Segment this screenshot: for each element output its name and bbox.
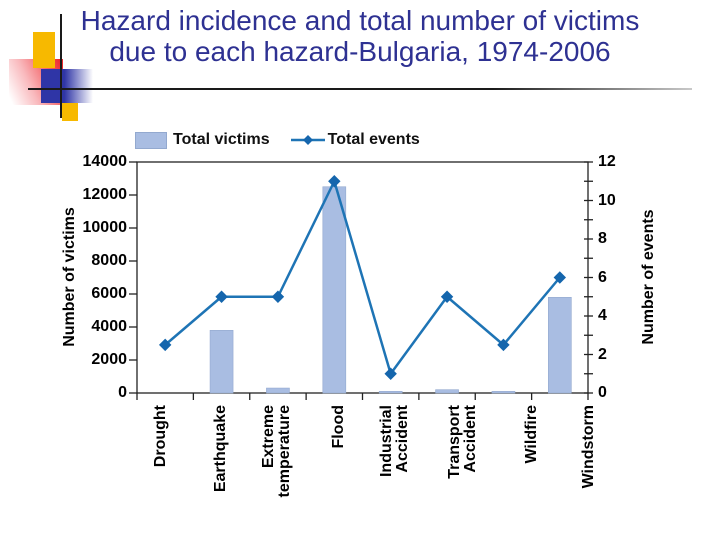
bar-transport bbox=[435, 389, 459, 394]
left-axis-tick-label: 2000 bbox=[91, 351, 127, 368]
left-axis-tick-label: 6000 bbox=[91, 285, 127, 302]
left-axis-tick-label: 4000 bbox=[91, 318, 127, 335]
decor-yellow-rect-bottom bbox=[62, 103, 78, 121]
left-axis-tick-label: 10000 bbox=[82, 219, 128, 236]
events-marker bbox=[328, 175, 341, 188]
right-axis-title: Number of events bbox=[640, 209, 657, 345]
bar-industrial bbox=[378, 391, 403, 394]
right-axis-tick-label: 4 bbox=[598, 307, 607, 324]
chart-legend: Total victims Total events bbox=[135, 130, 420, 150]
events-marker bbox=[553, 271, 567, 284]
bar-flood bbox=[322, 186, 347, 394]
events-marker bbox=[271, 290, 285, 303]
events-line bbox=[164, 180, 561, 375]
category-label: Earthquake bbox=[212, 405, 229, 493]
right-axis-tick-label: 0 bbox=[598, 384, 607, 401]
bar-windstorm bbox=[548, 296, 572, 394]
events-marker bbox=[497, 338, 510, 352]
events-marker bbox=[215, 290, 228, 303]
right-axis-tick-label: 2 bbox=[598, 345, 607, 363]
category-label: Industrial Accident bbox=[378, 405, 411, 478]
left-axis-tick-label: 8000 bbox=[91, 252, 127, 269]
category-label: Flood bbox=[330, 405, 347, 449]
category-label: Drought bbox=[152, 405, 169, 468]
events-marker bbox=[158, 338, 172, 352]
slide-title-line2: due to each hazard-Bulgaria, 1974-2006 bbox=[109, 36, 611, 67]
category-label: Extreme temperature bbox=[260, 405, 293, 498]
events-marker bbox=[440, 290, 454, 303]
legend-victims-swatch bbox=[135, 131, 167, 149]
bar-wildfire bbox=[491, 391, 516, 394]
category-label: Windstorm bbox=[580, 405, 597, 489]
slide-title: Hazard incidence and total number of vic… bbox=[0, 5, 720, 67]
legend-events-marker-icon bbox=[290, 135, 325, 145]
legend-events-label: Total events bbox=[327, 131, 420, 148]
right-axis-tick-label: 10 bbox=[598, 191, 616, 209]
decor-yellow-rect-top bbox=[33, 32, 55, 68]
decor-blue-rect bbox=[41, 69, 93, 103]
right-axis-tick-label: 8 bbox=[598, 230, 607, 247]
events-marker bbox=[384, 367, 397, 380]
bar-extreme bbox=[266, 387, 290, 394]
left-axis-title: Number of victims bbox=[61, 207, 78, 347]
decor-vertical-rule bbox=[60, 14, 62, 118]
category-label: Wildfire bbox=[523, 405, 540, 464]
right-axis-tick-label: 12 bbox=[598, 153, 616, 170]
right-axis-tick-label: 6 bbox=[598, 268, 607, 286]
bar-earthquake bbox=[209, 329, 234, 394]
decor-horizontal-rule bbox=[28, 88, 692, 90]
left-axis-tick-label: 12000 bbox=[82, 186, 128, 203]
category-label: Transport Accident bbox=[446, 405, 479, 479]
slide-title-line1: Hazard incidence and total number of vic… bbox=[80, 5, 640, 36]
left-axis-tick-label: 0 bbox=[118, 384, 127, 401]
legend-victims-label: Total victims bbox=[173, 131, 270, 148]
left-axis-tick-label: 14000 bbox=[82, 153, 128, 170]
